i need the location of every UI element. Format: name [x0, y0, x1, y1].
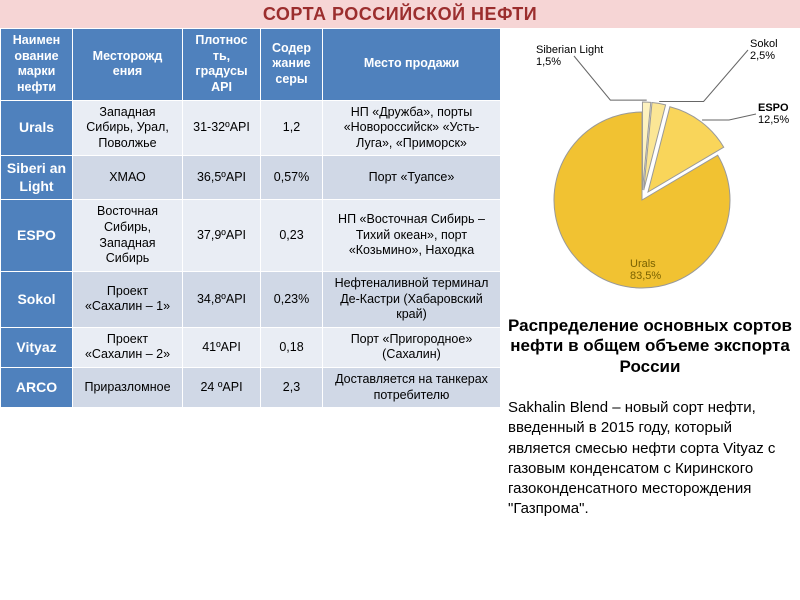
pie-caption-primary: Распределение основных сортов нефти в об… [508, 316, 792, 377]
table-cell: Нефтеналивной терминал Де-Кастри (Хабаро… [323, 271, 501, 327]
pie-slice-label: Sokol2,5% [750, 38, 778, 62]
table-body: UralsЗападная Сибирь, Урал, Поволжье31-3… [1, 100, 501, 408]
pie-slice-label: ESPO12,5% [758, 102, 789, 126]
page-title: СОРТА РОССИЙСКОЙ НЕФТИ [0, 0, 800, 28]
table-cell: 0,23% [261, 271, 323, 327]
table-cell: 36,5ºAPI [183, 156, 261, 200]
table-cell: 0,57% [261, 156, 323, 200]
table-cell: 0,18 [261, 327, 323, 367]
table-cell: ХМАО [73, 156, 183, 200]
table-row: UralsЗападная Сибирь, Урал, Поволжье31-3… [1, 100, 501, 156]
page-root: СОРТА РОССИЙСКОЙ НЕФТИ Наимен ование мар… [0, 0, 800, 600]
table-row: Siberi an LightХМАО36,5ºAPI0,57%Порт «Ту… [1, 156, 501, 200]
right-panel: Siberian Light1,5% Sokol2,5% ESPO12,5% Ural… [502, 28, 798, 598]
table-cell: Приразломное [73, 368, 183, 408]
table-cell: Доставляется на танкерах потребителю [323, 368, 501, 408]
table-cell: 37,9ºAPI [183, 200, 261, 272]
table-cell: НП «Дружба», порты «Новороссийск» «Усть-… [323, 100, 501, 156]
table-header-row: Наимен ование марки нефтиМесторожд енияП… [1, 29, 501, 101]
table-cell: Западная Сибирь, Урал, Поволжье [73, 100, 183, 156]
pie-slice-label: Urals83,5% [630, 258, 661, 282]
table-row: ARCOПриразломное24 ºAPI2,3Доставляется н… [1, 368, 501, 408]
pie-leader-line [659, 50, 748, 101]
table-col-header: Место продажи [323, 29, 501, 101]
table-col-header: Содер жание серы [261, 29, 323, 101]
pie-slice-label: Siberian Light1,5% [536, 44, 603, 68]
table-row: VityazПроект «Сахалин – 2»41ºAPI0,18Порт… [1, 327, 501, 367]
table-col-header: Месторожд ения [73, 29, 183, 101]
table-row-name: Sokol [1, 271, 73, 327]
pie-chart: Siberian Light1,5% Sokol2,5% ESPO12,5% Ural… [502, 28, 798, 288]
table-row-name: Vityaz [1, 327, 73, 367]
table-row-name: ESPO [1, 200, 73, 272]
table-cell: 0,23 [261, 200, 323, 272]
table-cell: Восточная Сибирь, Западная Сибирь [73, 200, 183, 272]
table-cell: НП «Восточная Сибирь – Тихий океан», пор… [323, 200, 501, 272]
pie-caption-secondary: Sakhalin Blend – новый сорт нефти, введе… [508, 398, 792, 520]
pie-leader-line [702, 114, 756, 120]
table-cell: Проект «Сахалин – 1» [73, 271, 183, 327]
table-cell: 41ºAPI [183, 327, 261, 367]
table-row: ESPOВосточная Сибирь, Западная Сибирь37,… [1, 200, 501, 272]
pie-svg [502, 30, 798, 290]
table-col-header: Плотнос ть, градусы API [183, 29, 261, 101]
table-cell: 34,8ºAPI [183, 271, 261, 327]
table-cell: 1,2 [261, 100, 323, 156]
table-cell: 24 ºAPI [183, 368, 261, 408]
oil-grades-table: Наимен ование марки нефтиМесторожд енияП… [0, 28, 501, 408]
table-row-name: Urals [1, 100, 73, 156]
table-cell: Порт «Пригородное» (Сахалин) [323, 327, 501, 367]
table-row: SokolПроект «Сахалин – 1»34,8ºAPI0,23%Не… [1, 271, 501, 327]
table-row-name: ARCO [1, 368, 73, 408]
table-cell: 31-32ºAPI [183, 100, 261, 156]
table-col-header: Наимен ование марки нефти [1, 29, 73, 101]
table-row-name: Siberi an Light [1, 156, 73, 200]
table-cell: 2,3 [261, 368, 323, 408]
table-cell: Порт «Туапсе» [323, 156, 501, 200]
table-cell: Проект «Сахалин – 2» [73, 327, 183, 367]
